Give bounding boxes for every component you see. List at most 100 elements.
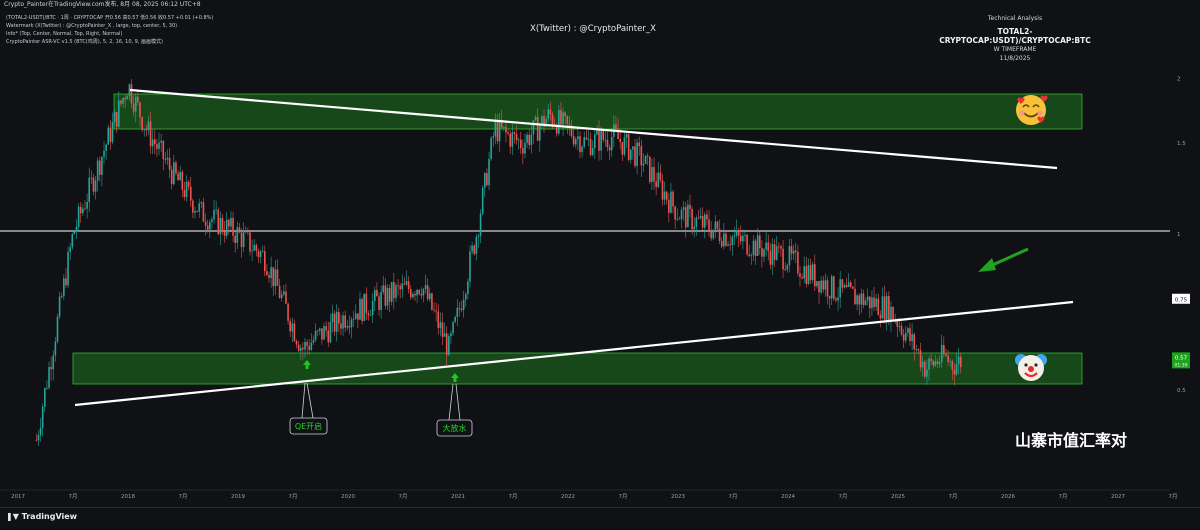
lower-trendline[interactable]: [74, 300, 1074, 407]
candle-body: [845, 285, 848, 287]
y-tick-label: 2: [1177, 77, 1181, 83]
candle-body: [458, 307, 461, 309]
candle-body: [913, 334, 916, 350]
info-box: Technical Analysis TOTAL2-CRYPTOCAP:USDT…: [935, 14, 1095, 63]
candle-body: [65, 278, 67, 286]
candle-body: [938, 362, 941, 364]
candle-body: [297, 344, 300, 351]
candle-body: [737, 230, 740, 236]
candle-body: [758, 235, 761, 248]
candle-body: [676, 218, 679, 220]
candle-body: [327, 330, 330, 343]
candle-body: [668, 199, 670, 213]
candle-body: [892, 306, 894, 320]
info-line-3: W TIMEFRAME: [993, 46, 1037, 53]
candle-body: [380, 291, 382, 310]
candle-body: [126, 96, 129, 100]
candle-body: [896, 320, 899, 327]
candle-body: [570, 125, 573, 136]
candle-body: [541, 116, 543, 126]
candle-body: [619, 139, 621, 143]
candle-body: [234, 235, 236, 243]
candle-body: [835, 298, 837, 301]
candle-body: [39, 427, 42, 436]
candle-body: [572, 135, 575, 145]
candle-body: [490, 137, 492, 159]
candle-body: [877, 298, 880, 316]
candle-body: [395, 285, 397, 298]
publish-header: Crypto_Painter在TradingView.com发布, 8月 08,…: [0, 0, 1200, 10]
candle-body: [357, 313, 359, 320]
candle-body: [158, 142, 160, 149]
candle-body: [276, 269, 279, 286]
up-arrow-icon: [451, 373, 459, 382]
candle-body: [606, 140, 609, 148]
candle-body: [797, 251, 799, 274]
candle-body: [744, 234, 746, 236]
candle-body: [930, 358, 932, 361]
candle-body: [926, 369, 928, 377]
qe-callout[interactable]: QE开启: [289, 382, 328, 435]
brand-label: TradingView: [21, 512, 78, 521]
candle-body: [295, 340, 298, 345]
candle-body: [230, 217, 232, 227]
legend-line[interactable]: Watermark (X(Twitter) : @CryptoPainter_X…: [6, 23, 178, 29]
candle-body: [181, 171, 184, 190]
legend-line[interactable]: CryptoPainter ASR-VC v1.5 (BTC(鸡周), 5, 2…: [6, 39, 163, 45]
candle-body: [615, 124, 617, 130]
candle-body: [52, 355, 55, 370]
candle-body: [725, 233, 727, 246]
candle-body: [659, 172, 662, 181]
candle-body: [363, 293, 366, 322]
candle-body: [285, 291, 287, 304]
candle-body: [333, 313, 336, 332]
candle-body: [187, 181, 190, 187]
candle-body: [238, 227, 241, 233]
candle-body: [805, 266, 808, 284]
candle-body: [98, 160, 101, 175]
candle-body: [934, 361, 937, 366]
candle-body: [198, 203, 201, 212]
candle-body: [517, 139, 520, 141]
candle-body: [369, 314, 372, 316]
tradingview-logo[interactable]: ❚▼ TradingView: [6, 512, 77, 521]
candle-body: [422, 288, 425, 296]
legend-line[interactable]: Info* (Top, Center, Normal, Top, Right, …: [6, 31, 123, 37]
candle-body: [503, 126, 505, 128]
candle-body: [866, 296, 869, 301]
dafangshui-callout[interactable]: 大放水: [436, 383, 473, 437]
candle-body: [219, 217, 222, 235]
price-chart[interactable]: QE开启 大放水 山寨市值汇率对 21.510.750.50.750.5701:…: [0, 0, 1200, 507]
candle-body: [911, 334, 913, 342]
candle-body: [500, 119, 503, 128]
candle-body: [634, 146, 636, 166]
candle-body: [761, 247, 763, 257]
footer-bar: [0, 507, 1200, 530]
candle-body: [443, 333, 446, 337]
candle-body: [168, 157, 171, 170]
candle-body: [860, 293, 863, 305]
candle-body: [566, 115, 569, 124]
candle-body: [418, 289, 421, 294]
candle-body: [469, 251, 471, 282]
candle-body: [598, 130, 600, 151]
candle-body: [807, 265, 810, 284]
candle-body: [752, 240, 755, 256]
candle-body: [448, 336, 450, 356]
candle-body: [318, 328, 321, 331]
candle-body: [488, 158, 490, 186]
candle-body: [816, 281, 818, 287]
candle-body: [769, 251, 772, 265]
candle-body: [335, 311, 338, 332]
candle-body: [304, 342, 306, 350]
candle-body: [274, 269, 277, 287]
candle-body: [957, 356, 960, 365]
candle-body: [858, 295, 861, 305]
candle-body: [695, 217, 698, 227]
upper-trendline[interactable]: [129, 88, 1058, 170]
time-axis[interactable]: 2017 7月 2018 7月 2019 7月 2020 7月 2021 7月 2022 7月 2023…: [11, 493, 1178, 500]
x-tick-label: 2023: [671, 494, 685, 500]
candle-body: [574, 139, 577, 145]
legend-line[interactable]: (TOTAL2-USDT)/BTC · 1周 · CRYPTOCAP 开0.56…: [6, 15, 214, 21]
